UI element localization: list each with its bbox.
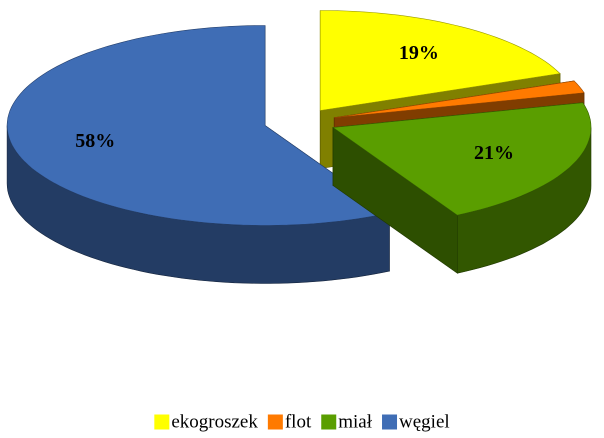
legend-label: flot: [285, 411, 312, 432]
legend-swatch: [154, 414, 170, 430]
slice: [332, 102, 592, 274]
legend-item: ekogroszek: [154, 411, 258, 432]
legend-label: ekogroszek: [171, 411, 258, 432]
legend: ekogroszek flot miał węgiel: [154, 411, 450, 432]
data-label: 19%: [399, 42, 439, 64]
slice-top: [332, 102, 592, 216]
legend-item: flot: [267, 411, 312, 432]
legend-swatch: [321, 414, 337, 430]
data-label: 21%: [474, 142, 514, 164]
legend-label: miał: [338, 411, 372, 432]
legend-item: węgiel: [382, 411, 450, 432]
slice-top: [6, 25, 391, 226]
legend-swatch: [382, 414, 398, 430]
data-label: 58%: [75, 130, 115, 152]
slice-top: [319, 10, 561, 111]
legend-label: węgiel: [399, 411, 450, 432]
slice-top: [334, 80, 585, 118]
legend-item: miał: [321, 411, 373, 432]
legend-swatch: [267, 414, 283, 430]
slice: [6, 25, 391, 284]
